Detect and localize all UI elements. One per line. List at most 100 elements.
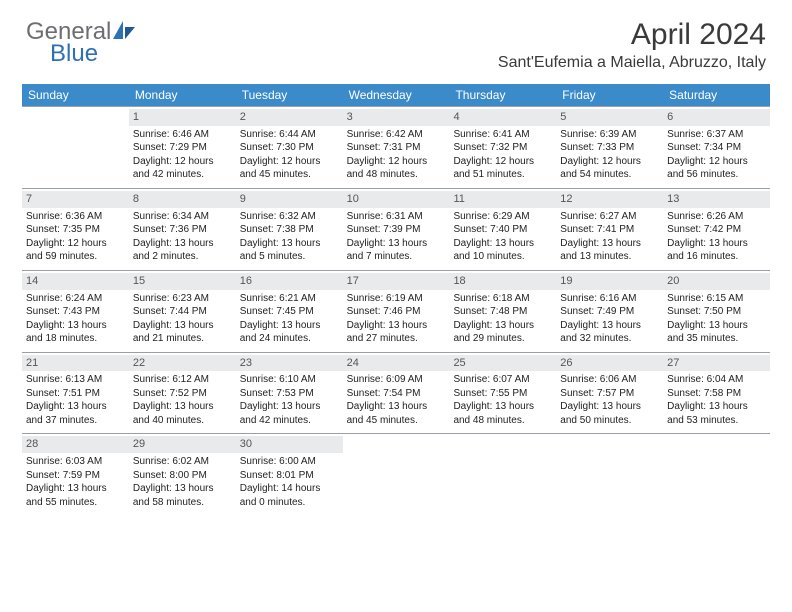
day-cell: 28Sunrise: 6:03 AMSunset: 7:59 PMDayligh… — [22, 434, 129, 515]
sunrise-text: Sunrise: 6:19 AM — [347, 292, 446, 306]
day-cell: 8Sunrise: 6:34 AMSunset: 7:36 PMDaylight… — [129, 189, 236, 270]
daylight-text: Daylight: 13 hours and 40 minutes. — [133, 400, 232, 427]
day-number: 30 — [236, 436, 343, 453]
day-cell: 2Sunrise: 6:44 AMSunset: 7:30 PMDaylight… — [236, 107, 343, 188]
sunrise-text: Sunrise: 6:18 AM — [453, 292, 552, 306]
daylight-text: Daylight: 13 hours and 18 minutes. — [26, 319, 125, 346]
day-cell: 20Sunrise: 6:15 AMSunset: 7:50 PMDayligh… — [663, 271, 770, 352]
day-cell: 17Sunrise: 6:19 AMSunset: 7:46 PMDayligh… — [343, 271, 450, 352]
day-number — [663, 436, 770, 453]
day-number: 3 — [343, 109, 450, 126]
day-cell: 15Sunrise: 6:23 AMSunset: 7:44 PMDayligh… — [129, 271, 236, 352]
sunset-text: Sunset: 8:01 PM — [240, 469, 339, 483]
month-title: April 2024 — [498, 18, 766, 52]
day-number: 10 — [343, 191, 450, 208]
sunset-text: Sunset: 8:00 PM — [133, 469, 232, 483]
day-cell: 22Sunrise: 6:12 AMSunset: 7:52 PMDayligh… — [129, 353, 236, 434]
sunrise-text: Sunrise: 6:32 AM — [240, 210, 339, 224]
sunset-text: Sunset: 7:53 PM — [240, 387, 339, 401]
day-number: 24 — [343, 355, 450, 372]
sunset-text: Sunset: 7:43 PM — [26, 305, 125, 319]
daylight-text: Daylight: 12 hours and 51 minutes. — [453, 155, 552, 182]
sunset-text: Sunset: 7:36 PM — [133, 223, 232, 237]
daylight-text: Daylight: 12 hours and 54 minutes. — [560, 155, 659, 182]
sunset-text: Sunset: 7:52 PM — [133, 387, 232, 401]
page-header: GeneralBlue April 2024 Sant'Eufemia a Ma… — [0, 0, 792, 76]
daylight-text: Daylight: 13 hours and 50 minutes. — [560, 400, 659, 427]
sunset-text: Sunset: 7:30 PM — [240, 141, 339, 155]
daylight-text: Daylight: 13 hours and 24 minutes. — [240, 319, 339, 346]
day-number: 20 — [663, 273, 770, 290]
sunset-text: Sunset: 7:31 PM — [347, 141, 446, 155]
sunrise-text: Sunrise: 6:06 AM — [560, 373, 659, 387]
daylight-text: Daylight: 13 hours and 35 minutes. — [667, 319, 766, 346]
day-cell: 13Sunrise: 6:26 AMSunset: 7:42 PMDayligh… — [663, 189, 770, 270]
day-number: 16 — [236, 273, 343, 290]
day-number: 15 — [129, 273, 236, 290]
sunset-text: Sunset: 7:49 PM — [560, 305, 659, 319]
daylight-text: Daylight: 13 hours and 27 minutes. — [347, 319, 446, 346]
daylight-text: Daylight: 13 hours and 5 minutes. — [240, 237, 339, 264]
sunset-text: Sunset: 7:51 PM — [26, 387, 125, 401]
day-cell: 27Sunrise: 6:04 AMSunset: 7:58 PMDayligh… — [663, 353, 770, 434]
sunrise-text: Sunrise: 6:00 AM — [240, 455, 339, 469]
sunrise-text: Sunrise: 6:36 AM — [26, 210, 125, 224]
day-number: 6 — [663, 109, 770, 126]
day-cell: 10Sunrise: 6:31 AMSunset: 7:39 PMDayligh… — [343, 189, 450, 270]
week-row: 28Sunrise: 6:03 AMSunset: 7:59 PMDayligh… — [22, 433, 770, 515]
weeks-container: 1Sunrise: 6:46 AMSunset: 7:29 PMDaylight… — [22, 106, 770, 515]
sunset-text: Sunset: 7:42 PM — [667, 223, 766, 237]
sunset-text: Sunset: 7:33 PM — [560, 141, 659, 155]
daylight-text: Daylight: 13 hours and 32 minutes. — [560, 319, 659, 346]
sunset-text: Sunset: 7:48 PM — [453, 305, 552, 319]
calendar-grid: SundayMondayTuesdayWednesdayThursdayFrid… — [22, 84, 770, 515]
sunrise-text: Sunrise: 6:26 AM — [667, 210, 766, 224]
sunrise-text: Sunrise: 6:21 AM — [240, 292, 339, 306]
week-row: 14Sunrise: 6:24 AMSunset: 7:43 PMDayligh… — [22, 270, 770, 352]
daylight-text: Daylight: 13 hours and 58 minutes. — [133, 482, 232, 509]
sunrise-text: Sunrise: 6:16 AM — [560, 292, 659, 306]
title-block: April 2024 Sant'Eufemia a Maiella, Abruz… — [498, 18, 766, 72]
sunrise-text: Sunrise: 6:23 AM — [133, 292, 232, 306]
sunset-text: Sunset: 7:35 PM — [26, 223, 125, 237]
weekday-header: Tuesday — [236, 84, 343, 106]
sunrise-text: Sunrise: 6:46 AM — [133, 128, 232, 142]
sunrise-text: Sunrise: 6:13 AM — [26, 373, 125, 387]
day-cell: 7Sunrise: 6:36 AMSunset: 7:35 PMDaylight… — [22, 189, 129, 270]
daylight-text: Daylight: 13 hours and 13 minutes. — [560, 237, 659, 264]
sunrise-text: Sunrise: 6:39 AM — [560, 128, 659, 142]
day-cell: 9Sunrise: 6:32 AMSunset: 7:38 PMDaylight… — [236, 189, 343, 270]
sunrise-text: Sunrise: 6:02 AM — [133, 455, 232, 469]
day-number: 29 — [129, 436, 236, 453]
day-cell: 25Sunrise: 6:07 AMSunset: 7:55 PMDayligh… — [449, 353, 556, 434]
day-number — [343, 436, 450, 453]
day-cell: 14Sunrise: 6:24 AMSunset: 7:43 PMDayligh… — [22, 271, 129, 352]
sunrise-text: Sunrise: 6:03 AM — [26, 455, 125, 469]
sunset-text: Sunset: 7:38 PM — [240, 223, 339, 237]
sunrise-text: Sunrise: 6:24 AM — [26, 292, 125, 306]
day-number: 28 — [22, 436, 129, 453]
day-number: 25 — [449, 355, 556, 372]
day-cell: 18Sunrise: 6:18 AMSunset: 7:48 PMDayligh… — [449, 271, 556, 352]
daylight-text: Daylight: 13 hours and 48 minutes. — [453, 400, 552, 427]
day-number — [22, 109, 129, 126]
day-cell: 26Sunrise: 6:06 AMSunset: 7:57 PMDayligh… — [556, 353, 663, 434]
day-cell: 5Sunrise: 6:39 AMSunset: 7:33 PMDaylight… — [556, 107, 663, 188]
weekday-header: Thursday — [449, 84, 556, 106]
daylight-text: Daylight: 12 hours and 59 minutes. — [26, 237, 125, 264]
day-number: 17 — [343, 273, 450, 290]
daylight-text: Daylight: 13 hours and 37 minutes. — [26, 400, 125, 427]
day-cell: 1Sunrise: 6:46 AMSunset: 7:29 PMDaylight… — [129, 107, 236, 188]
sunrise-text: Sunrise: 6:27 AM — [560, 210, 659, 224]
sunset-text: Sunset: 7:55 PM — [453, 387, 552, 401]
sunrise-text: Sunrise: 6:15 AM — [667, 292, 766, 306]
day-number: 27 — [663, 355, 770, 372]
day-cell: 30Sunrise: 6:00 AMSunset: 8:01 PMDayligh… — [236, 434, 343, 515]
day-number: 13 — [663, 191, 770, 208]
sunrise-text: Sunrise: 6:10 AM — [240, 373, 339, 387]
sunset-text: Sunset: 7:54 PM — [347, 387, 446, 401]
sunrise-text: Sunrise: 6:37 AM — [667, 128, 766, 142]
sunrise-text: Sunrise: 6:04 AM — [667, 373, 766, 387]
day-cell — [343, 434, 450, 515]
sunset-text: Sunset: 7:57 PM — [560, 387, 659, 401]
